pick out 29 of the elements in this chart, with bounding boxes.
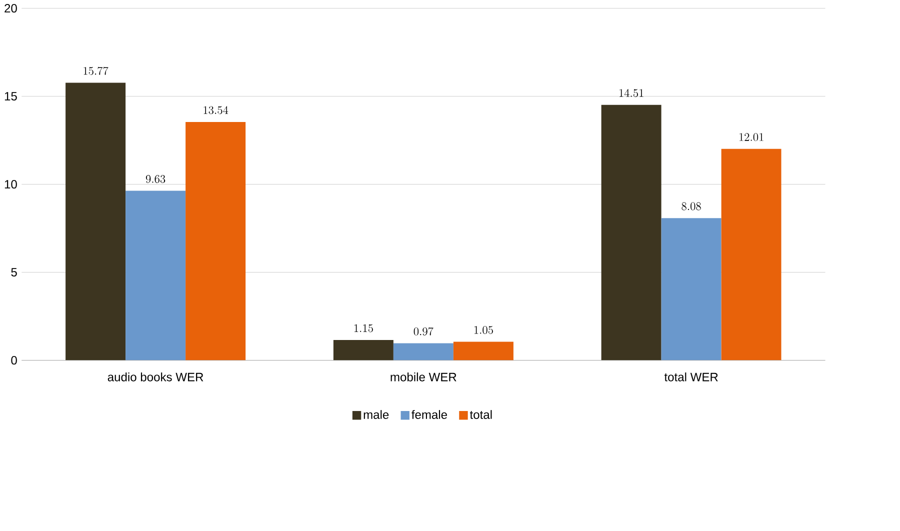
data-label: 13.54 (204, 106, 228, 114)
x-tick-label: total WER (664, 372, 718, 382)
y-tick-label: 10 (4, 180, 17, 189)
data-label: 8.08 (682, 202, 701, 210)
data-label: 9.63 (146, 175, 166, 183)
bar (333, 340, 394, 360)
bar (601, 104, 662, 360)
bar (126, 190, 186, 360)
bar (721, 148, 782, 360)
x-tick-label: mobile WER (390, 372, 456, 382)
y-tick-label: 0 (11, 356, 17, 365)
legend-label: female (412, 410, 447, 419)
data-label: 12.01 (739, 133, 764, 142)
y-tick-label: 15 (4, 92, 17, 100)
bar (393, 343, 454, 360)
bar (661, 218, 722, 360)
bar (453, 342, 514, 360)
data-label: 1 .05 (474, 326, 493, 334)
data-label: 14.51 (619, 89, 644, 98)
y-tick-label: 20 (4, 4, 17, 13)
bar (66, 82, 126, 360)
y-tick-label: 5 (11, 268, 17, 276)
bar (186, 122, 246, 360)
data-label: 15.77 (84, 66, 108, 75)
legend-label: total (470, 410, 492, 419)
data-label: 0.97 (414, 327, 434, 336)
data-label: 1 . 15 (354, 324, 373, 332)
x-tick-label: audio books WER (108, 372, 204, 382)
legend-label: male (364, 410, 389, 419)
